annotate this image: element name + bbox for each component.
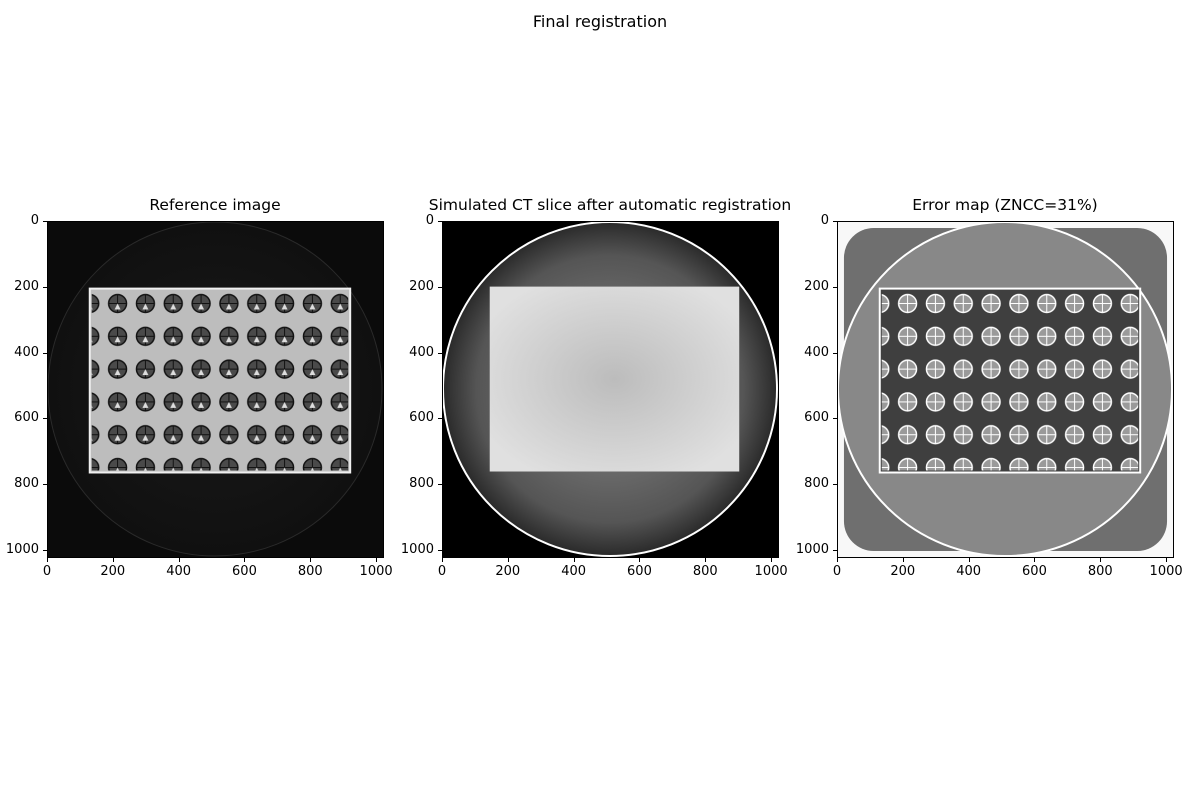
- x-tick-label: 200: [495, 564, 521, 579]
- y-tick-label: 0: [820, 213, 829, 228]
- y-tick-mark: [438, 286, 442, 288]
- x-tick-mark: [442, 558, 443, 562]
- x-tick-label: 600: [232, 564, 257, 579]
- x-tick-mark: [310, 558, 312, 562]
- x-tick-mark: [771, 558, 773, 562]
- x-tick-mark: [112, 558, 114, 562]
- y-tick-label: 1000: [5, 542, 39, 558]
- y-tick-label: 200: [804, 278, 829, 294]
- x-tick-mark: [376, 558, 378, 562]
- x-tick-mark: [1100, 558, 1102, 562]
- y-tick-mark: [833, 352, 837, 354]
- x-tick-mark: [507, 558, 509, 562]
- y-tick-label: 800: [804, 476, 829, 492]
- y-tick-label: 800: [409, 476, 434, 492]
- x-tick-mark: [968, 558, 970, 562]
- y-tick-label: 800: [14, 476, 39, 492]
- x-tick-label: 600: [627, 564, 652, 579]
- panel-title-error-map: Error map (ZNCC=31%): [912, 196, 1098, 214]
- x-tick-label: 400: [956, 564, 982, 579]
- simulated-image: [443, 222, 778, 557]
- x-tick-label: 0: [42, 564, 52, 579]
- y-tick-mark: [43, 550, 47, 552]
- x-tick-mark: [705, 558, 707, 562]
- y-tick-label: 1000: [795, 542, 829, 558]
- x-tick-mark: [1166, 558, 1168, 562]
- x-tick-label: 400: [561, 564, 587, 579]
- x-tick-mark: [47, 558, 48, 562]
- y-tick-label: 400: [14, 344, 39, 360]
- y-tick-label: 600: [14, 410, 39, 426]
- y-tick-mark: [43, 484, 47, 486]
- y-tick-label: 1000: [400, 542, 434, 558]
- x-tick-label: 400: [166, 564, 192, 579]
- panel-title-reference: Reference image: [149, 196, 281, 214]
- x-tick-label: 800: [1087, 564, 1113, 579]
- x-tick-label: 800: [692, 564, 718, 579]
- x-tick-mark: [902, 558, 904, 562]
- y-tick-mark: [438, 352, 442, 354]
- y-tick-label: 200: [14, 278, 39, 294]
- x-tick-label: 600: [1022, 564, 1047, 579]
- panel-title-simulated: Simulated CT slice after automatic regis…: [428, 196, 792, 214]
- panel-error-map: Error map (ZNCC=31%): [790, 196, 1190, 586]
- y-tick-mark: [438, 550, 442, 552]
- y-tick-label: 200: [409, 278, 434, 294]
- x-tick-label: 200: [890, 564, 916, 579]
- x-tick-mark: [244, 558, 246, 562]
- x-tick-mark: [573, 558, 575, 562]
- panel-reference: Reference image: [0, 196, 400, 586]
- x-tick-label: 1000: [1149, 564, 1183, 579]
- y-tick-mark: [438, 484, 442, 486]
- y-tick-mark: [833, 550, 837, 552]
- y-tick-mark: [438, 221, 442, 222]
- y-tick-label: 600: [804, 410, 829, 426]
- y-tick-label: 0: [425, 213, 434, 228]
- y-tick-mark: [43, 418, 47, 420]
- panel-simulated: Simulated CT slice after automatic regis…: [395, 196, 795, 586]
- reference-image: [48, 222, 383, 557]
- x-tick-label: 1000: [754, 564, 788, 579]
- x-tick-label: 1000: [359, 564, 393, 579]
- y-tick-label: 0: [30, 213, 39, 228]
- x-tick-mark: [1034, 558, 1036, 562]
- x-tick-label: 0: [832, 564, 842, 579]
- error-map-axes: [837, 221, 1174, 558]
- reference-image-axes: [47, 221, 384, 558]
- x-tick-label: 800: [297, 564, 323, 579]
- y-tick-mark: [43, 352, 47, 354]
- error-map-image: [838, 222, 1173, 557]
- x-tick-mark: [837, 558, 838, 562]
- x-tick-mark: [639, 558, 641, 562]
- y-tick-label: 600: [409, 410, 434, 426]
- simulated-image-axes: [442, 221, 779, 558]
- figure-title: Final registration: [532, 12, 668, 31]
- y-tick-mark: [833, 484, 837, 486]
- y-tick-mark: [833, 418, 837, 420]
- y-tick-mark: [43, 221, 47, 222]
- y-tick-mark: [43, 286, 47, 288]
- x-tick-label: 0: [437, 564, 447, 579]
- x-tick-label: 200: [100, 564, 126, 579]
- y-tick-mark: [833, 286, 837, 288]
- y-tick-mark: [438, 418, 442, 420]
- x-tick-mark: [178, 558, 180, 562]
- y-tick-label: 400: [409, 344, 434, 360]
- y-tick-label: 400: [804, 344, 829, 360]
- y-tick-mark: [833, 221, 837, 222]
